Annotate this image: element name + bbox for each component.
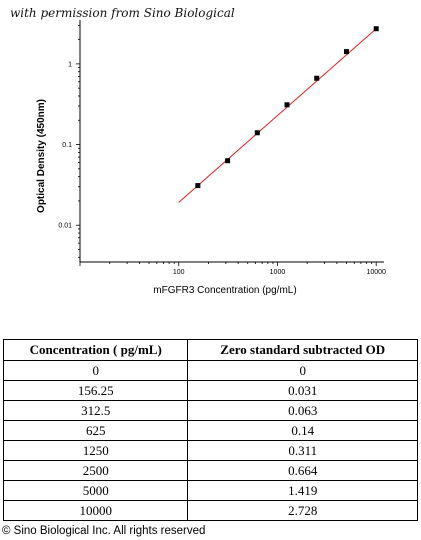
table-row: 1250 0.311	[2, 440, 418, 461]
cell-od: 0.031	[187, 380, 418, 401]
cell-concentration: 156.25	[2, 380, 189, 401]
x-tick-label: 10000	[366, 269, 386, 276]
cell-od: 0	[187, 360, 418, 381]
y-tick-label: 0.01	[58, 223, 72, 230]
table-header-row: Concentration ( pg/mL) Zero standard sub…	[2, 339, 418, 361]
data-point	[373, 26, 379, 32]
cell-od: 0.311	[187, 440, 418, 461]
data-point	[343, 49, 349, 55]
cell-concentration: 5000	[2, 480, 189, 501]
cell-concentration: 625	[2, 420, 189, 441]
cell-od: 0.664	[187, 460, 418, 481]
column-header-od: Zero standard subtracted OD	[187, 339, 418, 361]
cell-concentration: 0	[2, 360, 189, 381]
data-points	[195, 26, 379, 189]
data-point	[314, 75, 320, 81]
table-body: 0 0 156.25 0.031 312.5 0.063 625 0.14 1250 0.311 2…	[2, 360, 418, 521]
table-row: 156.25 0.031	[2, 380, 418, 401]
copyright-footer: © Sino Biological Inc. All rights reserv…	[2, 525, 206, 537]
data-point	[254, 130, 260, 136]
data-table: Concentration ( pg/mL) Zero standard sub…	[2, 339, 418, 521]
data-point	[284, 102, 290, 108]
table-row: 5000 1.419	[2, 480, 418, 501]
cell-od: 2.728	[187, 500, 418, 521]
ticks: 0.01 0.1 1 100 1000 10000	[58, 25, 386, 276]
standard-curve-chart: 0.01 0.1 1 100 1000 10000 Optical Density (45…	[36, 20, 386, 296]
table-row: 625 0.14	[2, 420, 418, 441]
axes	[79, 20, 384, 263]
cell-concentration: 2500	[2, 460, 189, 481]
table-row: 10000 2.728	[2, 500, 418, 521]
permission-note: with permission from Sino Biological	[10, 6, 235, 20]
cell-od: 1.419	[187, 480, 418, 501]
y-tick-label: 1	[68, 61, 72, 68]
table-row: 312.5 0.063	[2, 400, 418, 421]
cell-concentration: 10000	[2, 500, 189, 521]
data-point	[195, 183, 201, 189]
cell-concentration: 1250	[2, 440, 189, 461]
x-axis-label: mFGFR3 Concentration (pg/mL)	[153, 285, 296, 296]
x-tick-label: 100	[173, 269, 185, 276]
x-tick-label: 1000	[270, 269, 286, 276]
data-point	[225, 158, 231, 164]
cell-od: 0.063	[187, 400, 418, 421]
cell-concentration: 312.5	[2, 400, 189, 421]
y-tick-label: 0.1	[62, 142, 72, 149]
y-axis-label: Optical Density (450nm)	[36, 99, 47, 213]
column-header-concentration: Concentration ( pg/mL)	[2, 339, 189, 361]
fit-line	[178, 28, 377, 203]
cell-od: 0.14	[187, 420, 418, 441]
table-row: 2500 0.664	[2, 460, 418, 481]
